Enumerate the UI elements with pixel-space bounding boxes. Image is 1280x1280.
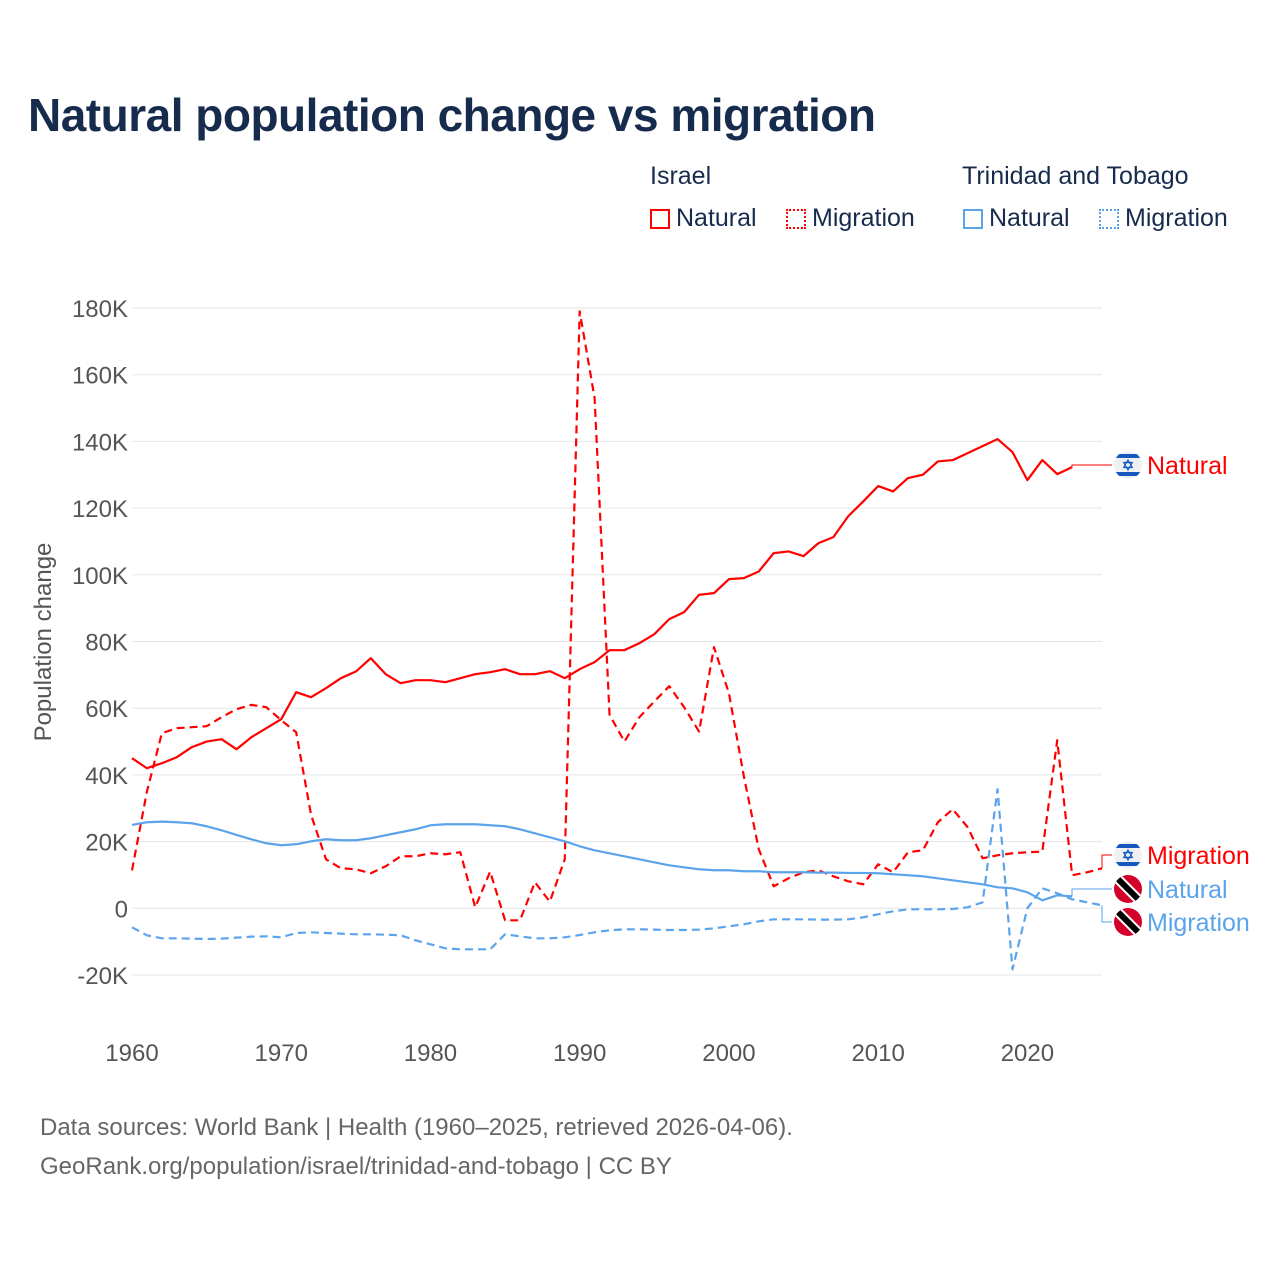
series-line-israel-natural	[131, 437, 1073, 770]
flag-band-black	[1114, 875, 1142, 903]
legend-group-israel: Israel	[650, 162, 712, 190]
y-tick-label: 180K	[72, 296, 128, 323]
trinidad-flag-icon	[1114, 908, 1142, 936]
flag-band-black	[1114, 908, 1142, 936]
x-tick-label: 2000	[702, 1040, 755, 1067]
x-tick-label: 1990	[553, 1040, 606, 1067]
y-tick-label: 0	[115, 896, 128, 923]
dotted-swatch-icon	[786, 208, 806, 229]
x-tick-label: 1970	[255, 1040, 308, 1067]
series-line-trinidad-migration	[131, 788, 1103, 971]
legend-israel-migration[interactable]: Migration	[786, 204, 915, 233]
series-line-trinidad-natural	[131, 820, 1073, 902]
israel-flag-icon	[1114, 451, 1142, 479]
flag-stripe	[1114, 472, 1142, 476]
y-tick-label: 100K	[72, 563, 128, 590]
legend-label: Migration	[1125, 204, 1228, 232]
israel-flag-icon	[1114, 841, 1142, 869]
y-tick-label: 120K	[72, 496, 128, 523]
chart-title: Natural population change vs migration	[28, 89, 876, 141]
source-link[interactable]: GeoRank.org/population/israel/trinidad-a…	[40, 1153, 672, 1180]
x-tick-label: 1980	[404, 1040, 457, 1067]
x-tick-label: 2010	[851, 1040, 904, 1067]
data-sources: Data sources: World Bank | Health (1960–…	[40, 1114, 793, 1141]
dotted-swatch-icon	[1099, 208, 1119, 229]
label-connector	[1101, 854, 1112, 869]
y-tick-label: 60K	[85, 696, 128, 723]
footer: Data sources: World Bank | Health (1960–…	[40, 1108, 793, 1186]
y-tick-label: 160K	[72, 363, 128, 390]
y-tick-label: 20K	[85, 830, 128, 857]
flag-stripe	[1114, 454, 1142, 458]
flag-body	[1114, 451, 1142, 479]
flag-body	[1114, 908, 1142, 936]
star-of-david	[1122, 458, 1134, 472]
legend-label: Natural	[989, 204, 1070, 232]
y-axis-label: Population change	[30, 543, 57, 742]
series-end-label: Migration	[1147, 842, 1250, 870]
y-tick-label: 40K	[85, 763, 128, 790]
star-of-david	[1122, 848, 1134, 862]
flag-stripe	[1114, 844, 1142, 848]
series-end-label: Natural	[1147, 876, 1228, 904]
y-tick-label: 80K	[85, 630, 128, 657]
legend-trinidad-migration[interactable]: Migration	[1099, 204, 1228, 233]
y-tick-label: -20K	[77, 963, 128, 990]
legend-group-trinidad: Trinidad and Tobago	[962, 162, 1189, 190]
legend-trinidad-natural[interactable]: Natural	[963, 204, 1070, 233]
series-end-label: Migration	[1147, 909, 1250, 937]
flag-stripe	[1114, 862, 1142, 866]
legend-israel-natural[interactable]: Natural	[650, 204, 757, 233]
legend-label: Migration	[812, 204, 915, 232]
label-connector	[1071, 888, 1112, 897]
legend-label: Natural	[676, 204, 757, 232]
series-line-israel-migration	[130, 310, 1103, 922]
x-tick-label: 1960	[105, 1040, 158, 1067]
flag-body	[1114, 875, 1142, 903]
solid-swatch-icon	[963, 208, 983, 229]
series-end-label: Natural	[1147, 452, 1228, 480]
label-connector	[1071, 464, 1112, 468]
x-tick-label: 2020	[1001, 1040, 1054, 1067]
label-connector	[1101, 905, 1112, 923]
solid-swatch-icon	[650, 208, 670, 229]
y-tick-label: 140K	[72, 429, 128, 456]
flag-body	[1114, 841, 1142, 869]
trinidad-flag-icon	[1114, 875, 1142, 903]
